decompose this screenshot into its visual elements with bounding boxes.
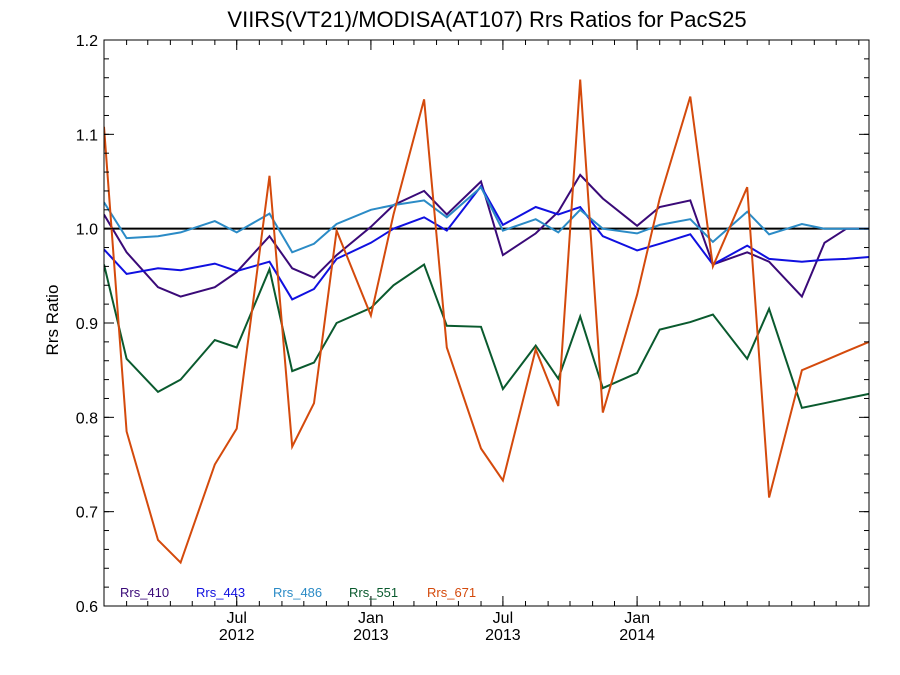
y-tick-label: 1.2 xyxy=(76,33,98,50)
legend-label-rrs-486: Rrs_486 xyxy=(273,585,322,600)
y-tick-label: 0.6 xyxy=(76,599,98,616)
series-layer xyxy=(104,79,869,565)
legend-label-rrs-671: Rrs_671 xyxy=(427,585,476,600)
legend-label-rrs-551: Rrs_551 xyxy=(349,585,398,600)
y-axis-label: Rrs Ratio xyxy=(43,285,62,356)
y-tick-label: 1.1 xyxy=(76,127,98,144)
series-line-rrs-671 xyxy=(104,79,869,565)
ticks-layer: 0.60.70.80.91.01.11.2Jul2012Jan2013Jul20… xyxy=(76,33,869,644)
x-tick-label-month: Jul xyxy=(493,610,513,627)
y-tick-label: 0.8 xyxy=(76,410,98,427)
x-tick-label-year: 2013 xyxy=(485,627,521,644)
y-tick-label: 0.7 xyxy=(76,505,98,522)
legend-label-rrs-443: Rrs_443 xyxy=(196,585,245,600)
legend-label-rrs-410: Rrs_410 xyxy=(120,585,169,600)
series-line-rrs-410 xyxy=(104,173,869,299)
x-tick-label-month: Jan xyxy=(624,610,650,627)
y-tick-label: 1.0 xyxy=(76,222,98,239)
x-tick-label-year: 2012 xyxy=(219,627,255,644)
x-tick-label-month: Jul xyxy=(226,610,246,627)
series-line-rrs-486 xyxy=(104,185,869,254)
plot-frame xyxy=(103,39,870,607)
series-line-rrs-551 xyxy=(104,262,869,410)
chart-title: VIIRS(VT21)/MODISA(AT107) Rrs Ratios for… xyxy=(227,7,746,32)
x-tick-label-month: Jan xyxy=(358,610,384,627)
legend: Rrs_410 Rrs_443 Rrs_486 Rrs_551 Rrs_671 xyxy=(120,585,476,600)
x-tick-label-year: 2014 xyxy=(619,627,655,644)
x-tick-label-year: 2013 xyxy=(353,627,389,644)
y-tick-label: 0.9 xyxy=(76,316,98,333)
